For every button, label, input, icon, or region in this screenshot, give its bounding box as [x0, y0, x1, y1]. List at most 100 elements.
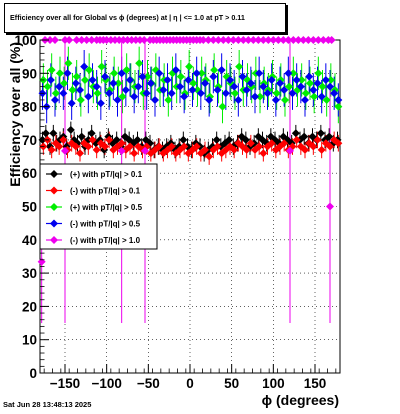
- data-point: [63, 69, 72, 78]
- data-point: [309, 142, 318, 151]
- data-point: [164, 95, 173, 104]
- data-point: [138, 72, 147, 81]
- data-point: [334, 139, 343, 148]
- data-point: [269, 36, 278, 44]
- data-point: [76, 149, 84, 158]
- data-point: [280, 139, 289, 148]
- data-point: [180, 142, 189, 151]
- data-point: [60, 79, 69, 88]
- data-point: [80, 62, 89, 71]
- data-point: [212, 135, 221, 144]
- data-point: [106, 36, 115, 44]
- data-point: [210, 65, 219, 74]
- data-point: [305, 72, 314, 81]
- data-point: [319, 36, 328, 44]
- legend-label: (-) with pT/|q| > 0.1: [70, 187, 141, 196]
- data-point: [259, 149, 268, 158]
- data-point: [184, 75, 193, 84]
- data-point: [115, 36, 124, 44]
- data-point: [267, 139, 276, 148]
- data-point: [72, 36, 81, 44]
- data-point: [334, 102, 343, 111]
- data-point: [196, 89, 205, 98]
- data-point: [146, 79, 155, 88]
- data-point: [226, 75, 234, 84]
- data-point: [284, 69, 293, 78]
- data-point: [167, 142, 176, 151]
- plot-title-box: Efficiency over all for Global vs ϕ (deg…: [4, 3, 286, 33]
- data-point: [119, 36, 128, 44]
- data-point: [114, 79, 123, 88]
- data-point: [272, 89, 281, 98]
- data-point: [76, 95, 85, 104]
- data-point: [281, 95, 289, 104]
- data-point: [259, 36, 268, 44]
- x-tick-label: 100: [262, 376, 285, 391]
- data-point: [47, 145, 56, 154]
- legend-marker: [50, 186, 58, 195]
- data-point: [61, 146, 69, 155]
- data-point: [234, 95, 243, 104]
- data-point: [87, 36, 96, 44]
- data-point: [46, 75, 55, 84]
- data-point: [133, 135, 142, 144]
- data-point: [205, 152, 214, 161]
- y-tick-label: 10: [22, 333, 37, 348]
- legend-marker: [50, 236, 58, 244]
- data-point: [151, 95, 159, 104]
- data-point: [231, 89, 239, 98]
- data-point: [84, 92, 93, 101]
- data-point: [55, 142, 64, 151]
- data-point: [179, 135, 188, 144]
- data-point: [314, 69, 323, 78]
- data-point: [314, 36, 323, 44]
- data-point: [326, 142, 334, 151]
- data-point: [209, 72, 218, 81]
- data-point: [326, 202, 334, 211]
- data-markers: [37, 36, 343, 266]
- data-point: [229, 36, 238, 44]
- data-point: [76, 85, 84, 94]
- y-axis-title: Efficiency over all (%): [7, 42, 23, 187]
- data-point: [43, 82, 52, 91]
- data-point: [56, 69, 64, 78]
- data-point: [321, 75, 330, 84]
- data-point: [130, 149, 139, 158]
- data-point: [135, 59, 144, 68]
- data-point: [288, 89, 297, 98]
- x-tick-label: 150: [304, 376, 327, 391]
- data-point: [254, 36, 263, 44]
- data-point: [242, 145, 251, 154]
- data-point: [55, 82, 64, 91]
- data-point: [102, 36, 111, 44]
- data-point: [64, 59, 73, 68]
- y-tick-label: 40: [22, 233, 37, 248]
- data-point: [327, 36, 336, 44]
- data-point: [127, 36, 136, 44]
- data-point: [141, 146, 149, 155]
- data-point: [59, 89, 68, 98]
- data-point: [301, 89, 310, 98]
- data-point: [77, 132, 86, 141]
- data-point: [276, 79, 284, 88]
- data-point: [59, 135, 68, 144]
- data-point: [67, 99, 76, 108]
- y-tick-label: 90: [22, 66, 37, 81]
- data-point: [318, 82, 327, 91]
- data-point: [239, 36, 248, 44]
- data-point: [201, 79, 209, 88]
- data-point: [112, 135, 121, 144]
- data-point: [51, 89, 60, 98]
- data-point: [249, 36, 258, 44]
- data-point: [205, 95, 214, 104]
- data-point: [51, 36, 59, 44]
- data-point: [244, 36, 253, 44]
- legend: (+) with pT/|q| > 0.1 (-) with pT/|q| > 0…: [39, 163, 158, 250]
- data-point: [296, 82, 305, 91]
- data-point: [122, 65, 131, 74]
- data-point: [306, 79, 314, 88]
- data-point: [117, 69, 126, 78]
- legend-label: (-) with pT/|q| > 0.5: [70, 220, 141, 229]
- data-point: [71, 79, 80, 88]
